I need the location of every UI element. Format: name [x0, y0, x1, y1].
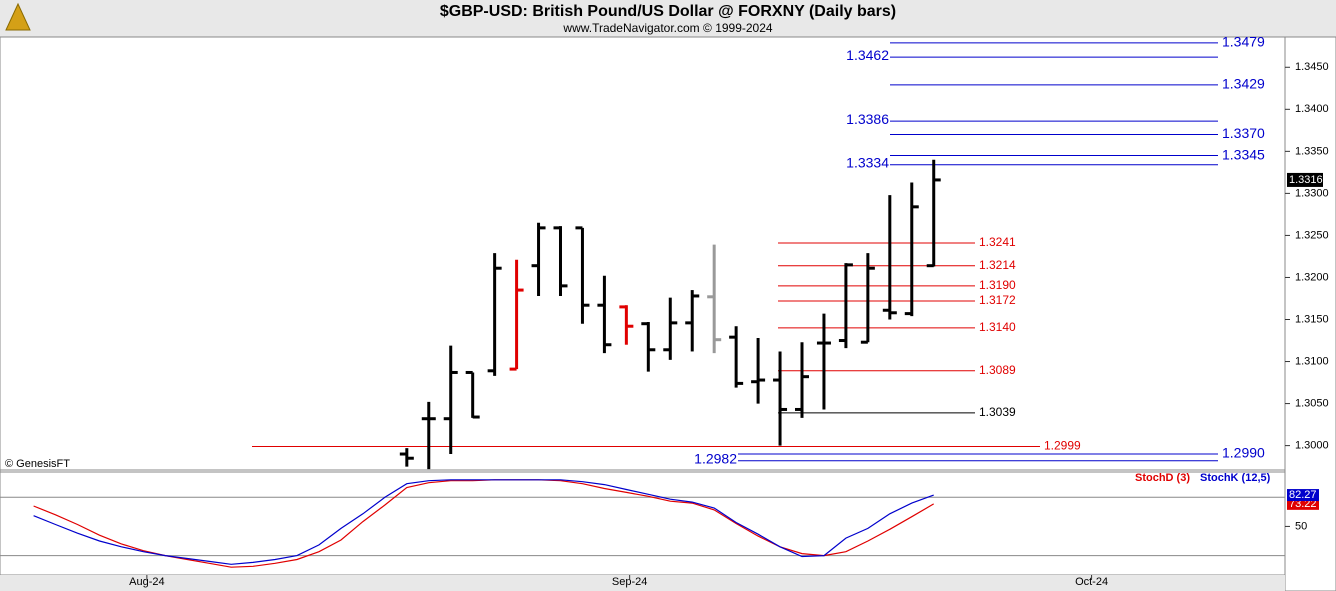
level-label: 1.3172	[979, 293, 1016, 307]
watermark: © GenesisFT	[5, 458, 70, 470]
logo	[5, 2, 31, 31]
last-value-label: 82.27	[1289, 489, 1317, 501]
last-price-box	[1287, 172, 1323, 187]
level-label: 1.3370	[1222, 125, 1265, 141]
level-label: 1.3462	[846, 47, 889, 63]
logo-shape	[5, 2, 31, 31]
level-label: 1.2982	[694, 450, 737, 466]
level-label: 1.3140	[979, 320, 1016, 334]
x-tick-label: Sep-24	[612, 576, 647, 588]
legend-entry: StochD (3)	[1135, 472, 1190, 484]
chart-title: $GBP-USD: British Pound/US Dollar @ FORX…	[440, 3, 896, 20]
y-tick-label: 1.3400	[1295, 103, 1329, 115]
legend-entry: StochK (12,5)	[1200, 472, 1271, 484]
level-label: 1.3479	[1222, 34, 1265, 50]
level-label: 1.3089	[979, 363, 1016, 377]
y-tick-label: 1.3450	[1295, 61, 1329, 73]
last-value-box	[1287, 489, 1319, 502]
x-tick-label: Aug-24	[129, 576, 164, 588]
level-label: 1.3386	[846, 111, 889, 127]
y-tick-label: 1.3200	[1295, 271, 1329, 283]
level-label: 1.2999	[1044, 439, 1081, 453]
level-label: 1.3241	[979, 235, 1016, 249]
y-tick-label: 1.3000	[1295, 440, 1329, 452]
y-tick-label: 1.3050	[1295, 397, 1329, 409]
stoch-line	[33, 479, 934, 565]
level-label: 1.3334	[846, 155, 889, 171]
level-label: 1.3345	[1222, 146, 1265, 162]
y-tick-label: 1.3300	[1295, 187, 1329, 199]
level-label: 1.3429	[1222, 76, 1265, 92]
level-label: 1.3039	[979, 405, 1016, 419]
level-label: 1.3190	[979, 278, 1016, 292]
level-label: 1.2990	[1222, 445, 1265, 461]
level-label: 1.3214	[979, 258, 1016, 272]
y-tick-label: 1.3150	[1295, 313, 1329, 325]
chart-subtitle: www.TradeNavigator.com © 1999-2024	[562, 21, 772, 35]
y-tick-label: 1.3250	[1295, 229, 1329, 241]
date-strip	[0, 575, 1285, 591]
y-tick-label: 50	[1295, 520, 1307, 532]
x-tick-label: Oct-24	[1075, 576, 1108, 588]
plot-area	[0, 36, 1286, 576]
title-bar	[0, 0, 1336, 37]
y-tick-label: 1.3350	[1295, 145, 1329, 157]
last-price-label: 1.3316	[1289, 174, 1323, 186]
y-tick-label: 1.3100	[1295, 355, 1329, 367]
